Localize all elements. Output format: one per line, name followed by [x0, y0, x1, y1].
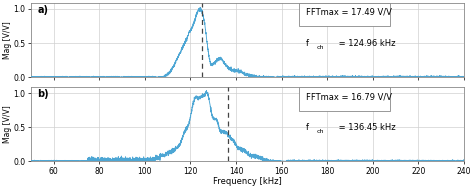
Text: = 136.45 kHz: = 136.45 kHz	[336, 123, 396, 132]
Text: FFTmax = 16.79 V/V
fch = 136.45 kHz: FFTmax = 16.79 V/V fch = 136.45 kHz	[301, 89, 388, 108]
Y-axis label: Mag [V/V]: Mag [V/V]	[3, 105, 12, 143]
Text: ch: ch	[317, 129, 324, 134]
Text: = 124.96 kHz: = 124.96 kHz	[336, 39, 396, 48]
Text: a): a)	[37, 5, 48, 15]
Text: FFTmax = 17.49 V/V: FFTmax = 17.49 V/V	[306, 8, 392, 17]
X-axis label: Frequency [kHz]: Frequency [kHz]	[213, 177, 282, 186]
Text: f: f	[306, 123, 309, 132]
Text: FFTmax = 17.49 V/V
fch = 124.96 kHz: FFTmax = 17.49 V/V fch = 124.96 kHz	[301, 5, 387, 24]
Text: b): b)	[37, 89, 49, 99]
Text: FFTmax = 16.79 V/V: FFTmax = 16.79 V/V	[306, 92, 392, 101]
Text: f: f	[306, 39, 309, 48]
Y-axis label: Mag [V/V]: Mag [V/V]	[3, 21, 12, 59]
Text: ch: ch	[317, 45, 324, 50]
